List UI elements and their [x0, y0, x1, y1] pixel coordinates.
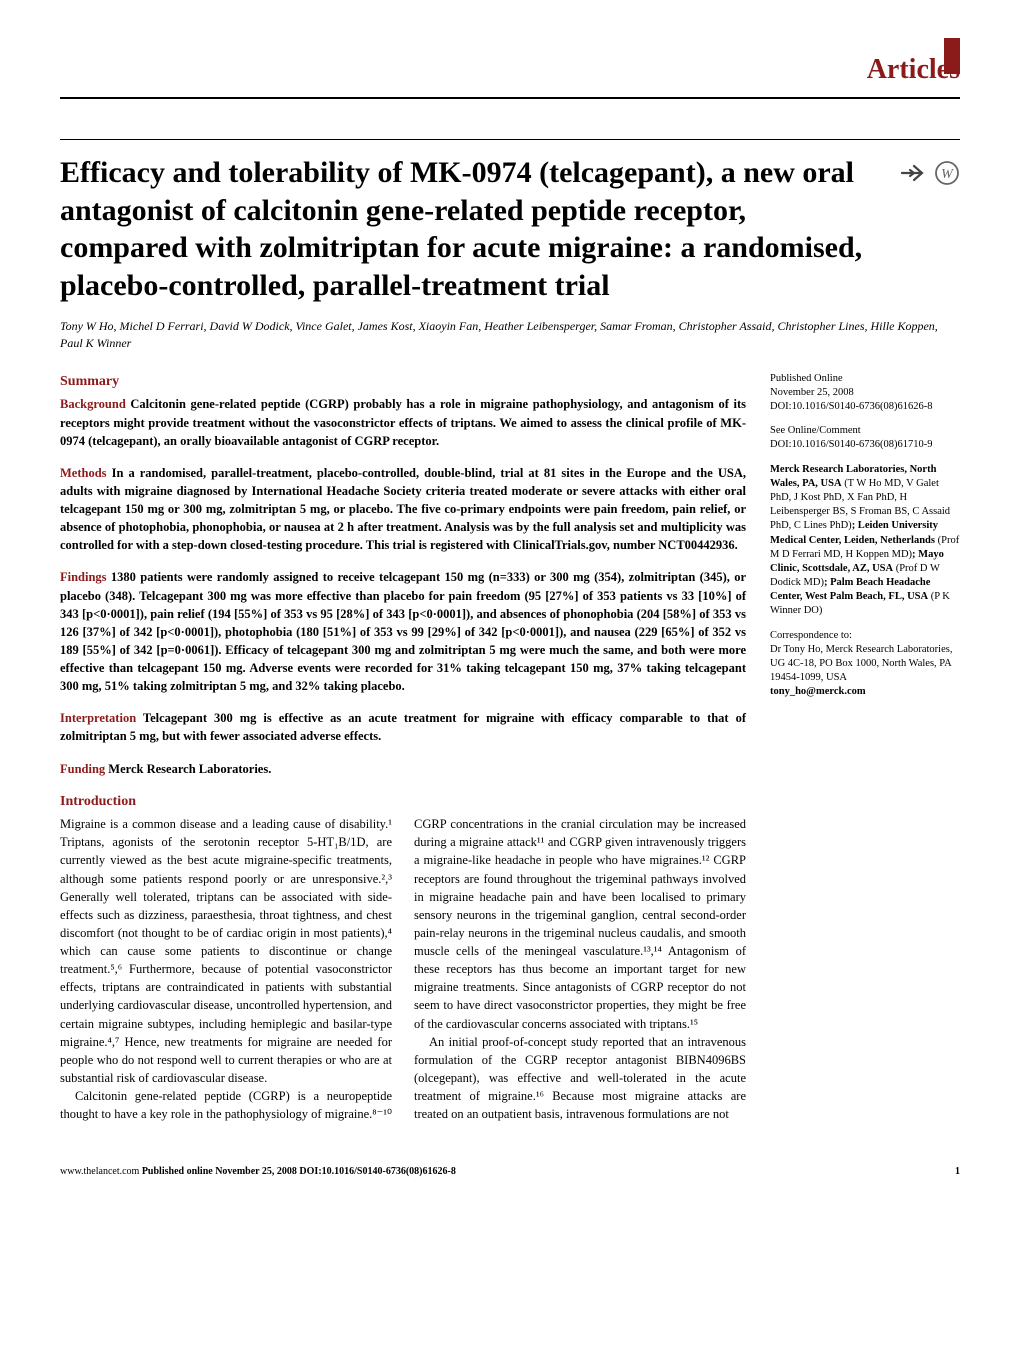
methods-label: Methods: [60, 466, 107, 480]
background-label: Background: [60, 397, 126, 411]
affiliations: Merck Research Laboratories, North Wales…: [770, 463, 960, 619]
findings-label: Findings: [60, 570, 107, 584]
abstract-interpretation: Interpretation Telcagepant 300 mg is eff…: [60, 709, 746, 745]
svg-text:W: W: [941, 167, 954, 182]
published-online-date: November 25, 2008: [770, 387, 854, 398]
summary-heading: Summary: [60, 372, 746, 392]
background-text: Calcitonin gene-related peptide (CGRP) p…: [60, 397, 746, 447]
title-icon-group: W: [900, 154, 960, 186]
interpretation-text: Telcagepant 300 mg is effective as an ac…: [60, 711, 746, 743]
introduction-body: Migraine is a common disease and a leadi…: [60, 815, 746, 1123]
footer-pub-text: Published online November 25, 2008 DOI:1…: [142, 1166, 456, 1177]
findings-text: 1380 patients were randomly assigned to …: [60, 570, 746, 693]
funding-label: Funding: [60, 762, 105, 776]
abstract-funding: Funding Merck Research Laboratories.: [60, 760, 746, 778]
doi-comment: DOI:10.1016/S0140-6736(08)61710-9: [770, 439, 932, 450]
correspondence-label: Correspondence to:: [770, 630, 852, 641]
funding-text: Merck Research Laboratories.: [108, 762, 271, 776]
sidebar-column: Published Online November 25, 2008 DOI:1…: [770, 372, 960, 1124]
intro-para-3: An initial proof-of-concept study report…: [414, 1033, 746, 1124]
see-comment-label: See Online/Comment: [770, 425, 861, 436]
article-title: Efficacy and tolerability of MK-0974 (te…: [60, 154, 880, 304]
doi-primary: DOI:10.1016/S0140-6736(08)61626-8: [770, 401, 932, 412]
web-w-icon: W: [934, 160, 960, 186]
correspondence-text: Dr Tony Ho, Merck Research Laboratories,…: [770, 644, 952, 683]
page-number: 1: [955, 1165, 960, 1179]
abstract-findings: Findings 1380 patients were randomly ass…: [60, 568, 746, 695]
section-header: Articles: [60, 50, 960, 99]
abstract-background: Background Calcitonin gene-related pepti…: [60, 395, 746, 449]
section-label: Articles: [867, 54, 960, 85]
intro-para-1: Migraine is a common disease and a leadi…: [60, 815, 392, 1087]
abstract-methods: Methods In a randomised, parallel-treatm…: [60, 464, 746, 555]
arrow-right-icon: [900, 162, 928, 184]
methods-text: In a randomised, parallel-treatment, pla…: [60, 466, 746, 553]
main-column: Summary Background Calcitonin gene-relat…: [60, 372, 746, 1124]
footer-site: www.thelancet.com: [60, 1166, 139, 1177]
interpretation-label: Interpretation: [60, 711, 136, 725]
title-rule: [60, 139, 960, 140]
correspondence-email: tony_ho@merck.com: [770, 686, 866, 697]
published-online-label: Published Online: [770, 373, 843, 384]
introduction-heading: Introduction: [60, 792, 746, 812]
page-footer: www.thelancet.com Published online Novem…: [60, 1159, 960, 1179]
author-list: Tony W Ho, Michel D Ferrari, David W Dod…: [60, 318, 960, 352]
